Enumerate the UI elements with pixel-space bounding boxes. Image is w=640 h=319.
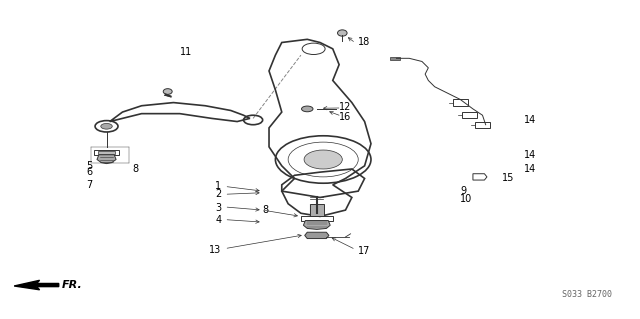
Text: 12: 12 [339, 102, 351, 112]
Text: 11: 11 [180, 47, 192, 57]
Text: FR.: FR. [62, 280, 83, 290]
Text: S033 B2700: S033 B2700 [562, 290, 612, 299]
Polygon shape [99, 151, 115, 154]
Text: 13: 13 [209, 245, 221, 255]
Ellipse shape [337, 30, 347, 36]
Circle shape [100, 123, 112, 129]
Text: 14: 14 [524, 115, 536, 125]
Text: 16: 16 [339, 112, 351, 122]
Text: 3: 3 [215, 203, 221, 213]
Ellipse shape [301, 106, 313, 112]
Text: 17: 17 [358, 246, 371, 256]
Text: 15: 15 [502, 174, 514, 183]
Circle shape [304, 150, 342, 169]
Text: 14: 14 [524, 164, 536, 174]
Text: 7: 7 [86, 180, 93, 190]
Polygon shape [97, 155, 116, 164]
Text: 8: 8 [132, 164, 138, 174]
Polygon shape [305, 232, 329, 239]
Text: 9: 9 [460, 186, 467, 196]
Text: 1: 1 [215, 182, 221, 191]
Text: 14: 14 [524, 150, 536, 160]
Polygon shape [390, 57, 399, 60]
Polygon shape [14, 280, 59, 290]
Polygon shape [303, 220, 330, 229]
Text: 5: 5 [86, 161, 93, 171]
Text: 4: 4 [215, 215, 221, 225]
Text: 6: 6 [86, 167, 93, 177]
Text: 2: 2 [215, 189, 221, 199]
Text: 18: 18 [358, 38, 371, 48]
Ellipse shape [163, 89, 172, 94]
Polygon shape [310, 204, 324, 216]
Text: 8: 8 [262, 205, 269, 215]
Text: 10: 10 [460, 194, 472, 204]
